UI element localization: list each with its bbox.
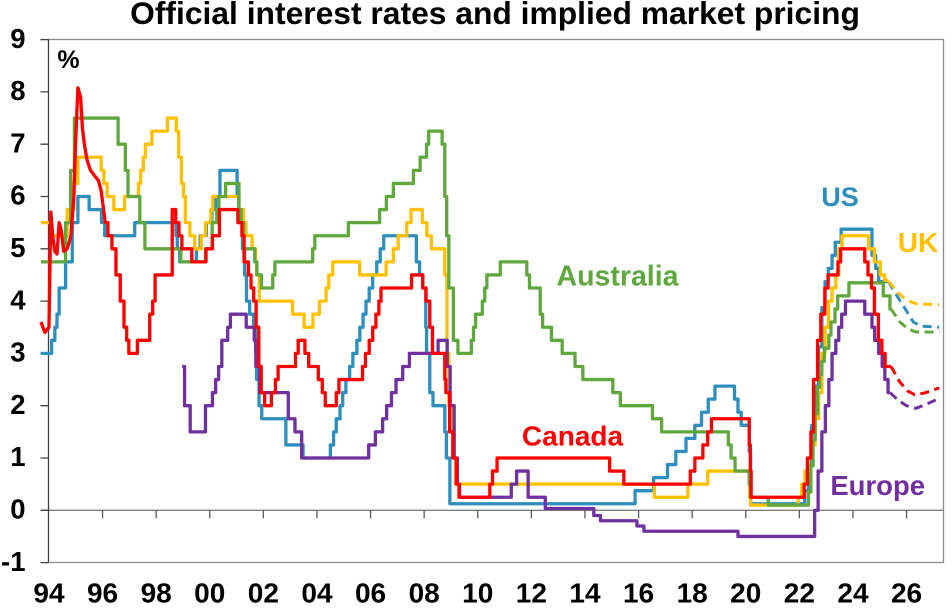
svg-text:%: % — [57, 46, 79, 74]
svg-text:00: 00 — [194, 578, 225, 609]
svg-text:-1: -1 — [1, 546, 25, 577]
svg-text:20: 20 — [730, 578, 761, 609]
svg-text:Official interest rates and im: Official interest rates and implied mark… — [130, 0, 860, 31]
svg-text:10: 10 — [462, 578, 493, 609]
svg-text:22: 22 — [784, 578, 815, 609]
svg-text:Australia: Australia — [557, 261, 680, 293]
svg-text:06: 06 — [355, 578, 386, 609]
svg-text:18: 18 — [677, 578, 708, 609]
svg-text:8: 8 — [10, 75, 25, 106]
svg-text:98: 98 — [141, 578, 172, 609]
svg-text:24: 24 — [837, 578, 869, 609]
svg-text:4: 4 — [10, 284, 26, 315]
svg-text:94: 94 — [33, 578, 65, 609]
svg-text:Europe: Europe — [830, 470, 925, 501]
svg-text:02: 02 — [248, 578, 279, 609]
svg-text:96: 96 — [87, 578, 118, 609]
svg-text:6: 6 — [10, 180, 25, 211]
svg-text:3: 3 — [10, 337, 25, 368]
svg-text:UK: UK — [898, 227, 938, 258]
svg-text:0: 0 — [10, 494, 25, 525]
svg-text:9: 9 — [10, 23, 25, 54]
svg-text:1: 1 — [10, 441, 25, 472]
svg-text:US: US — [821, 182, 859, 212]
svg-text:2: 2 — [10, 389, 25, 420]
svg-text:26: 26 — [891, 578, 922, 609]
svg-text:5: 5 — [10, 232, 25, 263]
svg-text:04: 04 — [301, 578, 333, 609]
svg-text:7: 7 — [10, 127, 25, 158]
svg-text:16: 16 — [623, 578, 654, 609]
svg-text:12: 12 — [516, 578, 547, 609]
svg-text:14: 14 — [569, 578, 601, 609]
svg-text:08: 08 — [409, 578, 440, 609]
svg-text:Canada: Canada — [522, 420, 624, 451]
